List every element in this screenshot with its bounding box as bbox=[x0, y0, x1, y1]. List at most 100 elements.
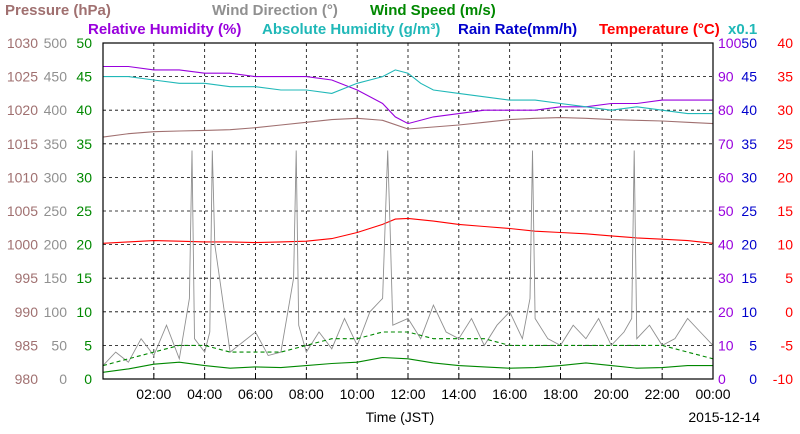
y-tick-label-rain: 20 bbox=[741, 237, 757, 253]
series-wind_dir bbox=[102, 150, 714, 366]
legend-wind_dir: Wind Direction (°) bbox=[212, 2, 338, 19]
y-tick-label-wind_dir: 200 bbox=[44, 237, 68, 253]
legend-temp: Temperature (°C) bbox=[599, 21, 720, 38]
y-tick-label-wind_speed: 0 bbox=[84, 371, 92, 387]
y-tick-label-rain: 30 bbox=[741, 169, 757, 185]
y-tick-label-temp: 5 bbox=[785, 270, 793, 286]
y-tick-label-pressure: 1000 bbox=[7, 237, 38, 253]
x-tick-label: 16:00 bbox=[492, 386, 527, 402]
y-tick-label-wind_speed: 45 bbox=[76, 69, 92, 85]
y-tick-label-rain: 35 bbox=[741, 136, 757, 152]
y-tick-label-pressure: 1015 bbox=[7, 136, 38, 152]
y-tick-label-temp: 15 bbox=[777, 203, 793, 219]
y-tick-label-wind_speed: 10 bbox=[76, 304, 92, 320]
y-tick-label-rain: 40 bbox=[741, 102, 757, 118]
y-tick-label-wind_speed: 40 bbox=[76, 102, 92, 118]
y-tick-label-wind_speed: 15 bbox=[76, 270, 92, 286]
y-tick-label-temp: 20 bbox=[777, 169, 793, 185]
y-tick-label-pressure: 990 bbox=[15, 304, 39, 320]
x-tick-label: 22:00 bbox=[645, 386, 680, 402]
y-tick-label-humidity: 90 bbox=[718, 69, 734, 85]
y-tick-label-temp: 10 bbox=[777, 237, 793, 253]
legend: Pressure (hPa) Wind Direction (°) Wind Spe… bbox=[5, 2, 757, 38]
y-tick-label-humidity: 10 bbox=[718, 337, 734, 353]
legend-wind_speed: Wind Speed (m/s) bbox=[370, 2, 496, 19]
y-tick-label-wind_speed: 35 bbox=[76, 136, 92, 152]
y-tick-label-humidity: 100 bbox=[718, 35, 742, 51]
y-tick-label-humidity: 80 bbox=[718, 102, 734, 118]
y-tick-label-wind_dir: 250 bbox=[44, 203, 68, 219]
y-tick-label-wind_dir: 400 bbox=[44, 102, 68, 118]
y-tick-label-pressure: 980 bbox=[15, 371, 39, 387]
y-tick-label-humidity: 30 bbox=[718, 270, 734, 286]
y-tick-label-wind_dir: 350 bbox=[44, 136, 68, 152]
y-tick-label-rain: 45 bbox=[741, 69, 757, 85]
y-tick-label-pressure: 1010 bbox=[7, 169, 38, 185]
x-tick-label: 06:00 bbox=[238, 386, 273, 402]
x-tick-label: 08:00 bbox=[289, 386, 324, 402]
y-tick-label-pressure: 1030 bbox=[7, 35, 38, 51]
y-tick-label-temp: 25 bbox=[777, 136, 793, 152]
y-tick-label-rain: 10 bbox=[741, 304, 757, 320]
y-tick-label-rain: 25 bbox=[741, 203, 757, 219]
legend-rain: Rain Rate(mm/h) bbox=[458, 21, 577, 38]
y-tick-label-wind_dir: 500 bbox=[44, 35, 68, 51]
y-tick-label-rain: 15 bbox=[741, 270, 757, 286]
x-tick-label: 18:00 bbox=[543, 386, 578, 402]
x-axis-label: Time (JST) bbox=[366, 409, 435, 425]
y-tick-label-humidity: 70 bbox=[718, 136, 734, 152]
legend-ah: Absolute Humidity (g/m³) bbox=[262, 21, 440, 38]
y-tick-label-humidity: 20 bbox=[718, 304, 734, 320]
chart-series bbox=[102, 65, 714, 380]
y-tick-label-temp: 30 bbox=[777, 102, 793, 118]
y-tick-label-humidity: 40 bbox=[718, 237, 734, 253]
series-wind_speed bbox=[102, 356, 713, 373]
y-tick-label-humidity: 50 bbox=[718, 203, 734, 219]
y-tick-label-temp: 35 bbox=[777, 69, 793, 85]
y-tick-label-temp: 0 bbox=[785, 304, 793, 320]
x-tick-label: 02:00 bbox=[136, 386, 171, 402]
y-tick-label-rain: 50 bbox=[741, 35, 757, 51]
y-tick-label-wind_dir: 150 bbox=[44, 270, 68, 286]
date-label: 2015-12-14 bbox=[688, 409, 760, 425]
x-tick-label: 04:00 bbox=[187, 386, 222, 402]
series-rh bbox=[103, 65, 713, 125]
y-tick-label-humidity: 0 bbox=[718, 371, 726, 387]
series-temp bbox=[102, 217, 714, 244]
y-tick-label-wind_dir: 100 bbox=[44, 304, 68, 320]
y-tick-label-temp: -10 bbox=[773, 371, 793, 387]
y-tick-label-wind_dir: 50 bbox=[51, 337, 67, 353]
y-tick-label-rain: 0 bbox=[749, 371, 757, 387]
y-tick-label-wind_speed: 20 bbox=[76, 237, 92, 253]
y-tick-label-rain: 5 bbox=[749, 337, 757, 353]
y-tick-label-pressure: 1020 bbox=[7, 102, 38, 118]
series-wind_gust bbox=[102, 331, 714, 367]
x-axis-ticks: 02:00 04:00 06:00 08:00 10:00 12:00 14:00 16:00… bbox=[136, 373, 731, 402]
legend-pressure: Pressure (hPa) bbox=[5, 2, 111, 19]
y-tick-label-wind_dir: 450 bbox=[44, 69, 68, 85]
series-pressure bbox=[102, 117, 714, 138]
y-axis-ticks: 1030102510201015101010051000995990985980… bbox=[7, 35, 793, 387]
y-tick-label-wind_dir: 0 bbox=[59, 371, 67, 387]
y-tick-label-humidity: 60 bbox=[718, 169, 734, 185]
y-tick-label-wind_speed: 50 bbox=[76, 35, 92, 51]
y-tick-label-pressure: 1025 bbox=[7, 69, 38, 85]
x-tick-label: 12:00 bbox=[390, 386, 425, 402]
y-tick-label-pressure: 985 bbox=[15, 337, 39, 353]
chart-grid bbox=[103, 43, 713, 379]
x-tick-label: 10:00 bbox=[340, 386, 375, 402]
y-tick-label-pressure: 1005 bbox=[7, 203, 38, 219]
y-tick-label-pressure: 995 bbox=[15, 270, 39, 286]
y-tick-label-temp: 40 bbox=[777, 35, 793, 51]
y-tick-label-temp: -5 bbox=[781, 337, 794, 353]
x-tick-label: 00:00 bbox=[695, 386, 730, 402]
y-tick-label-wind_speed: 30 bbox=[76, 169, 92, 185]
y-tick-label-wind_dir: 300 bbox=[44, 169, 68, 185]
x-tick-label: 14:00 bbox=[441, 386, 476, 402]
legend-rh: Relative Humidity (%) bbox=[88, 21, 241, 38]
x-tick-label: 20:00 bbox=[594, 386, 629, 402]
legend-ah-scale: x0.1 bbox=[728, 21, 757, 38]
y-tick-label-wind_speed: 5 bbox=[84, 337, 92, 353]
series-ah bbox=[103, 69, 713, 115]
